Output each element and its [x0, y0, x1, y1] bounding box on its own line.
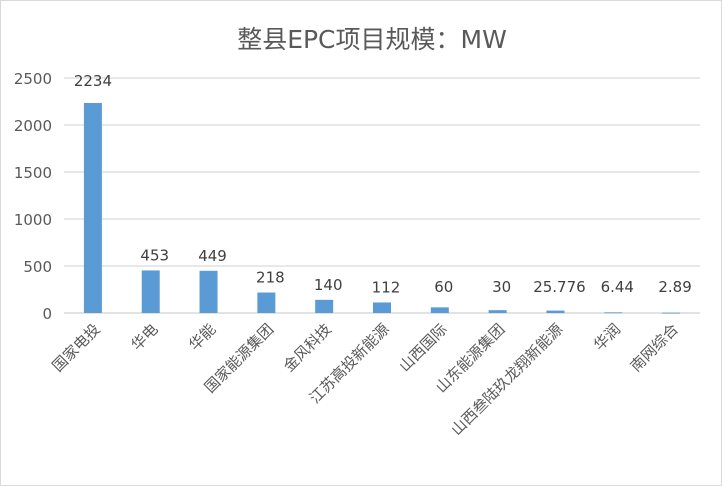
- x-tick-label: 华能: [185, 320, 219, 354]
- x-tick-label: 华电: [128, 320, 162, 354]
- x-tick-label: 华润: [590, 320, 624, 354]
- data-label: 453: [140, 246, 169, 264]
- data-label: 6.44: [601, 278, 634, 296]
- data-label: 2.89: [658, 278, 691, 296]
- y-tick-label: 2000: [14, 117, 52, 135]
- data-label: 60: [434, 278, 453, 296]
- y-tick-label: 500: [23, 258, 52, 276]
- bar: [662, 312, 681, 314]
- y-tick-label: 1500: [14, 164, 52, 182]
- x-tick-label: 金风科技: [280, 320, 335, 375]
- data-label: 449: [198, 247, 227, 265]
- bar: [315, 299, 334, 313]
- bar: [257, 292, 276, 313]
- chart-title: 整县EPC项目规模：MW: [237, 25, 507, 54]
- bar: [546, 310, 565, 313]
- y-tick-label: 2500: [14, 70, 52, 88]
- data-label: 218: [256, 269, 285, 287]
- bar: [373, 302, 391, 313]
- bar: [488, 310, 507, 313]
- bar: [430, 307, 449, 313]
- data-label: 25.776: [533, 278, 586, 296]
- bar: [141, 270, 160, 313]
- x-tick-label: 山西国际: [395, 320, 450, 375]
- bar: [199, 270, 218, 313]
- x-tick-label: 国家电投: [49, 320, 104, 375]
- bar: [83, 103, 102, 313]
- data-label: 112: [372, 278, 401, 296]
- x-tick-label: 南网综合: [627, 320, 682, 375]
- x-tick-label: 山西叁陆玖龙翔新能源: [447, 320, 566, 439]
- data-label: 30: [492, 278, 511, 296]
- data-label: 140: [314, 276, 343, 294]
- y-tick-label: 1000: [14, 211, 52, 229]
- y-tick-label: 0: [42, 305, 52, 323]
- bar: [604, 312, 623, 314]
- data-label: 2234: [74, 72, 112, 90]
